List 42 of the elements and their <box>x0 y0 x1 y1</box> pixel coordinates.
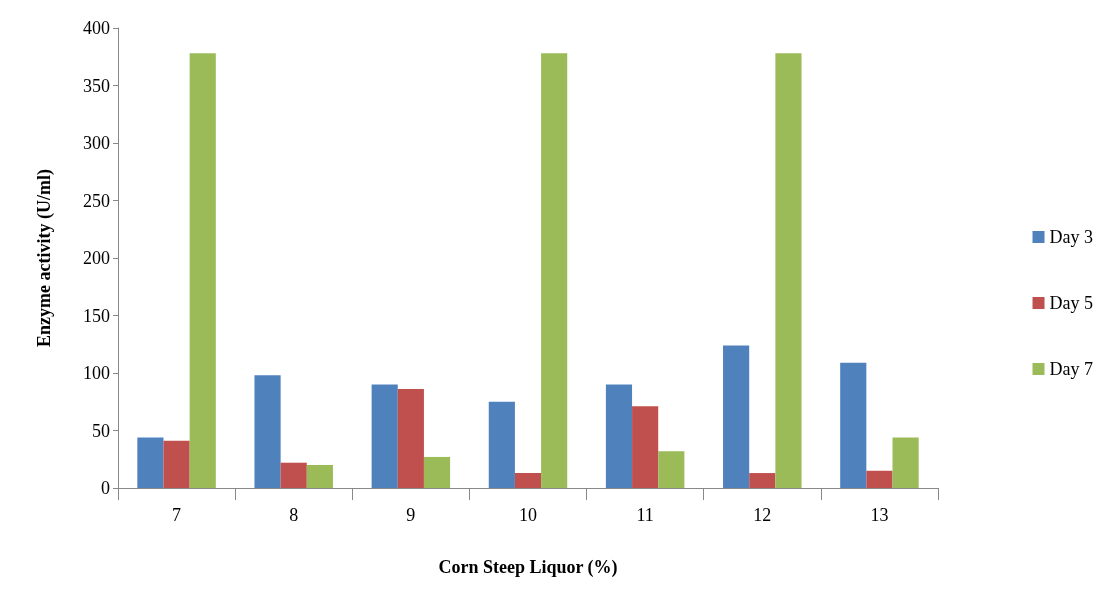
bar <box>163 440 190 488</box>
bar <box>723 345 750 488</box>
x-tick-label: 7 <box>172 505 182 525</box>
x-tick-label: 11 <box>636 505 654 525</box>
bar <box>306 465 333 488</box>
x-axis-title: Corn Steep Liquor (%) <box>438 557 618 578</box>
bar <box>514 473 542 488</box>
bar <box>371 384 398 488</box>
bar <box>892 437 919 488</box>
bar <box>632 406 659 488</box>
x-tick-label: 8 <box>289 505 299 525</box>
legend-label: Day 3 <box>1049 227 1094 247</box>
y-tick-label: 150 <box>83 305 110 326</box>
bar <box>840 362 867 488</box>
bar <box>541 53 568 488</box>
bar <box>488 401 515 488</box>
y-axis-title: Enzyme activity (U/ml) <box>34 169 55 347</box>
y-tick-label: 0 <box>101 478 110 498</box>
bar <box>605 384 633 488</box>
bar <box>254 375 281 488</box>
x-tick-label: 13 <box>870 505 889 525</box>
legend-label: Day 7 <box>1049 359 1094 379</box>
bar <box>189 53 216 488</box>
y-tick-label: 400 <box>83 18 110 38</box>
bar <box>423 456 451 488</box>
bar <box>749 473 776 488</box>
bar <box>658 451 685 488</box>
x-tick-label: 10 <box>519 505 537 525</box>
y-tick-label: 200 <box>83 248 110 268</box>
y-tick-label: 300 <box>83 133 110 153</box>
bar <box>397 389 424 488</box>
y-tick-label: 100 <box>83 363 110 383</box>
bar <box>866 470 893 488</box>
bar <box>280 462 307 488</box>
x-tick-label: 12 <box>753 505 772 525</box>
y-tick-label: 50 <box>92 420 110 441</box>
y-tick-label: 250 <box>83 190 110 211</box>
bar <box>137 437 164 488</box>
bar <box>775 53 802 488</box>
y-tick-label: 350 <box>83 75 110 96</box>
legend-label: Day 5 <box>1049 293 1094 313</box>
x-tick-label: 9 <box>406 505 416 525</box>
